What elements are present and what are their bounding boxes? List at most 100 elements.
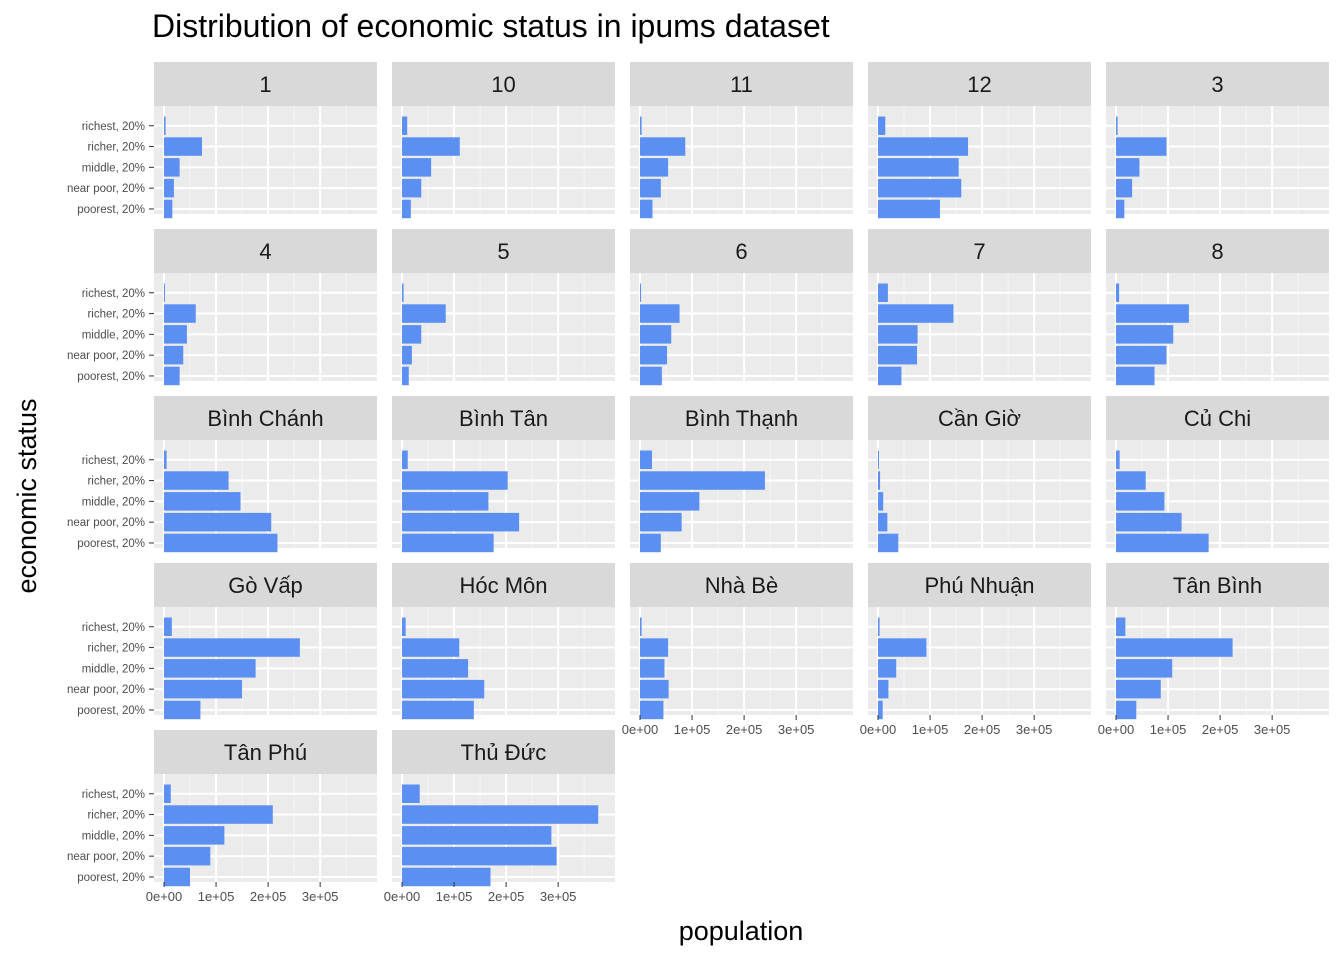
bar-7-middle-20	[878, 325, 918, 344]
facet-label-4: 4	[259, 239, 271, 264]
bar-10-near-poor-20	[402, 178, 422, 198]
bar-3-richer-20	[1116, 137, 1167, 156]
bar-binh-tan-poorest-20	[402, 533, 494, 553]
bar-12-richest-20	[878, 116, 886, 135]
y-tick-label: richer, 20%	[87, 476, 145, 488]
facet-strip-11	[630, 62, 853, 106]
bar-6-richer-20	[640, 304, 680, 323]
bar-10-middle-20	[402, 158, 432, 177]
bar-binh-thanh-middle-20	[640, 492, 700, 511]
bar-7-richer-20	[878, 304, 954, 323]
bar-8-poorest-20	[1116, 366, 1155, 386]
y-tick-label: near poor, 20%	[67, 350, 145, 362]
x-tick-label: 1e+05	[198, 889, 235, 904]
facet-strip-12	[868, 62, 1091, 106]
bar-binh-thanh-richer-20	[640, 471, 765, 490]
x-tick-label: 3e+05	[540, 889, 577, 904]
bar-phu-nhuan-richest-20	[878, 617, 880, 636]
facet-label-7: 7	[973, 239, 985, 264]
bar-6-richest-20	[640, 283, 642, 302]
facet-label-6: 6	[735, 239, 747, 264]
bar-11-richest-20	[640, 116, 642, 135]
y-tick-label: richest, 20%	[82, 789, 145, 801]
bar-tan-binh-poorest-20	[1116, 700, 1137, 720]
bar-nha-be-middle-20	[640, 659, 665, 678]
bar-phu-nhuan-poorest-20	[878, 700, 883, 720]
bar-thu-duc-near-poor-20	[402, 846, 557, 866]
facet-label-go-vap: Gò Vấp	[228, 573, 303, 598]
facet-strip-can-gio	[868, 396, 1091, 440]
bar-3-near-poor-20	[1116, 178, 1133, 198]
facet-label-11: 11	[730, 72, 753, 97]
bar-binh-tan-richer-20	[402, 471, 508, 490]
y-tick-label: middle, 20%	[82, 496, 145, 508]
bar-cu-chi-richer-20	[1116, 471, 1146, 490]
facet-label-3: 3	[1211, 72, 1223, 97]
bar-1-middle-20	[164, 158, 180, 177]
bar-go-vap-middle-20	[164, 659, 256, 678]
y-tick-label: middle, 20%	[82, 830, 145, 842]
bar-5-poorest-20	[402, 366, 409, 386]
facet-label-hoc-mon: Hóc Môn	[459, 573, 547, 598]
bar-12-richer-20	[878, 137, 969, 156]
y-tick-label: poorest, 20%	[77, 538, 145, 550]
bar-cu-chi-middle-20	[1116, 492, 1165, 511]
bar-8-middle-20	[1116, 325, 1174, 344]
bar-1-poorest-20	[164, 199, 173, 219]
facet-strip-8	[1106, 229, 1329, 273]
y-tick-label: middle, 20%	[82, 329, 145, 341]
x-tick-label: 0e+00	[384, 889, 421, 904]
y-tick-label: richest, 20%	[82, 121, 145, 133]
bar-nha-be-richest-20	[640, 617, 642, 636]
y-tick-label: richest, 20%	[82, 455, 145, 467]
facet-label-1: 1	[259, 72, 271, 97]
y-tick-label: middle, 20%	[82, 663, 145, 675]
bar-hoc-mon-middle-20	[402, 659, 469, 678]
bar-tan-phu-near-poor-20	[164, 846, 211, 866]
bar-7-poorest-20	[878, 366, 902, 386]
x-tick-label: 3e+05	[1254, 722, 1291, 737]
x-tick-label: 0e+00	[622, 722, 659, 737]
facet-label-tan-binh: Tân Bình	[1173, 573, 1262, 598]
bar-6-middle-20	[640, 325, 672, 344]
x-axis-title: population	[679, 916, 804, 946]
y-tick-label: poorest, 20%	[77, 705, 145, 717]
facet-label-cu-chi: Củ Chi	[1184, 406, 1251, 431]
facet-strip-cu-chi	[1106, 396, 1329, 440]
bar-binh-chanh-richest-20	[164, 450, 167, 469]
bar-8-near-poor-20	[1116, 345, 1167, 365]
y-tick-label: poorest, 20%	[77, 872, 145, 884]
x-tick-label: 1e+05	[912, 722, 949, 737]
bar-binh-thanh-near-poor-20	[640, 512, 682, 532]
y-tick-label: poorest, 20%	[77, 371, 145, 383]
bar-12-near-poor-20	[878, 178, 962, 198]
bar-binh-thanh-richest-20	[640, 450, 652, 469]
facet-panel-3	[1106, 106, 1329, 214]
facet-panel-4	[154, 273, 377, 381]
facet-label-10: 10	[491, 72, 515, 97]
y-tick-label: near poor, 20%	[67, 684, 145, 696]
y-tick-label: richest, 20%	[82, 288, 145, 300]
facet-label-binh-thanh: Bình Thạnh	[685, 406, 798, 431]
bar-3-poorest-20	[1116, 199, 1125, 219]
bar-binh-chanh-poorest-20	[164, 533, 278, 553]
x-tick-label: 3e+05	[1016, 722, 1053, 737]
x-tick-label: 3e+05	[302, 889, 339, 904]
y-tick-label: richer, 20%	[87, 309, 145, 321]
chart-title: Distribution of economic status in ipums…	[152, 8, 830, 44]
bar-10-poorest-20	[402, 199, 411, 219]
facet-strip-4	[154, 229, 377, 273]
bar-5-richest-20	[402, 283, 404, 302]
bar-tan-phu-richest-20	[164, 784, 171, 803]
facet-strip-binh-chanh	[154, 396, 377, 440]
facet-strip-binh-tan	[392, 396, 615, 440]
x-tick-label: 0e+00	[146, 889, 183, 904]
facet-label-can-gio: Cần Giờ	[938, 406, 1021, 431]
bar-4-middle-20	[164, 325, 187, 344]
facet-strip-go-vap	[154, 563, 377, 607]
y-tick-label: near poor, 20%	[67, 183, 145, 195]
bar-can-gio-richest-20	[878, 450, 879, 469]
facet-strip-binh-thanh	[630, 396, 853, 440]
bar-tan-phu-richer-20	[164, 805, 273, 824]
